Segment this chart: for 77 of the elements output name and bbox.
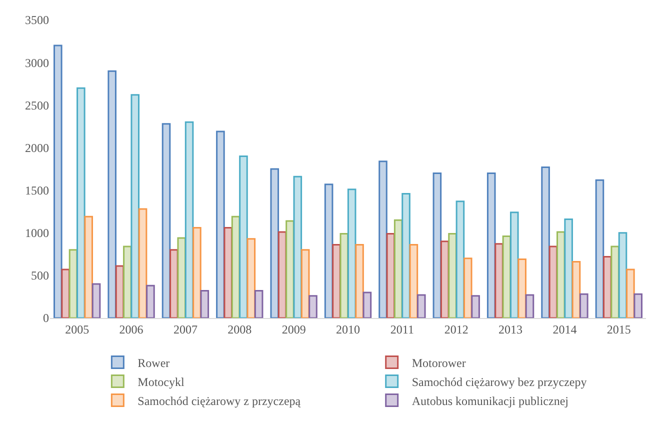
- y-tick-label: 0: [43, 311, 49, 326]
- bar: [224, 227, 233, 318]
- legend-label: Autobus komunikacji publicznej: [412, 394, 568, 408]
- y-tick-label: 2500: [25, 98, 49, 112]
- y-tick-label: 3500: [25, 13, 49, 28]
- y-tick-label: 1500: [25, 183, 49, 198]
- bar: [293, 176, 302, 318]
- y-tick-label: 500: [31, 268, 49, 283]
- bar: [162, 123, 171, 318]
- bar: [416, 294, 426, 318]
- x-tick-label: 2014: [552, 322, 577, 336]
- bar: [402, 192, 410, 318]
- bar: [332, 244, 341, 318]
- bar: [61, 268, 70, 318]
- bar: [54, 44, 62, 318]
- bar: [216, 130, 225, 318]
- legend-label: Samochód ciężarowy z przyczepą: [138, 394, 302, 408]
- bar: [463, 258, 472, 318]
- bar: [108, 70, 116, 318]
- bar: [510, 212, 519, 318]
- bar: [486, 172, 496, 318]
- bar: [448, 232, 457, 318]
- bar: [564, 218, 573, 318]
- legend-label: Rower: [138, 356, 170, 370]
- bar: [146, 284, 155, 318]
- x-tick-label: 2006: [119, 322, 144, 336]
- bar: [634, 293, 642, 318]
- bar: [138, 208, 148, 318]
- bar: [270, 168, 280, 318]
- bar: [300, 249, 310, 318]
- x-tick-label: 2010: [336, 322, 360, 336]
- legend-label: Samochód ciężarowy bez przyczepy: [412, 374, 587, 389]
- bar: [595, 179, 604, 318]
- bar: [618, 232, 628, 318]
- y-tick-label: 1000: [25, 226, 49, 240]
- x-tick-label: 2007: [173, 322, 198, 336]
- bar: [409, 244, 418, 318]
- bar: [626, 268, 635, 318]
- bar: [246, 238, 256, 318]
- bar: [347, 188, 356, 318]
- bar: [184, 121, 194, 318]
- bar: [362, 292, 372, 318]
- bar: [610, 246, 620, 318]
- bar: [308, 295, 318, 318]
- bar: [518, 258, 526, 318]
- legend-label: Motocykl: [138, 374, 186, 389]
- bar: [84, 216, 93, 318]
- bar: [324, 184, 334, 318]
- bar: [130, 94, 140, 318]
- legend-label: Motorower: [412, 356, 466, 370]
- bar: [239, 155, 248, 318]
- x-tick-label: 2005: [65, 322, 90, 336]
- bar: [286, 220, 294, 318]
- bar: [432, 172, 442, 318]
- bar: [200, 290, 210, 318]
- x-tick-label: 2012: [444, 322, 468, 336]
- bar: [494, 243, 504, 318]
- bar: [525, 294, 534, 318]
- bar: [76, 87, 86, 318]
- x-tick-label: 2015: [606, 322, 631, 336]
- x-tick-label: 2008: [228, 322, 252, 336]
- y-tick-label: 2000: [25, 140, 49, 155]
- bar: [471, 295, 480, 318]
- x-tick-label: 2009: [282, 322, 306, 336]
- bar: [92, 283, 101, 318]
- bar: [192, 227, 202, 318]
- bar: [456, 200, 465, 318]
- bar: [580, 293, 588, 318]
- bar: [378, 160, 388, 318]
- bar: [177, 237, 186, 318]
- y-tick-label: 3000: [25, 56, 49, 70]
- bar: [355, 244, 364, 318]
- x-tick-label: 2013: [498, 322, 523, 336]
- bar: [572, 261, 581, 318]
- x-tick-label: 2011: [390, 322, 414, 336]
- bar: [254, 290, 264, 318]
- bar: [541, 166, 550, 318]
